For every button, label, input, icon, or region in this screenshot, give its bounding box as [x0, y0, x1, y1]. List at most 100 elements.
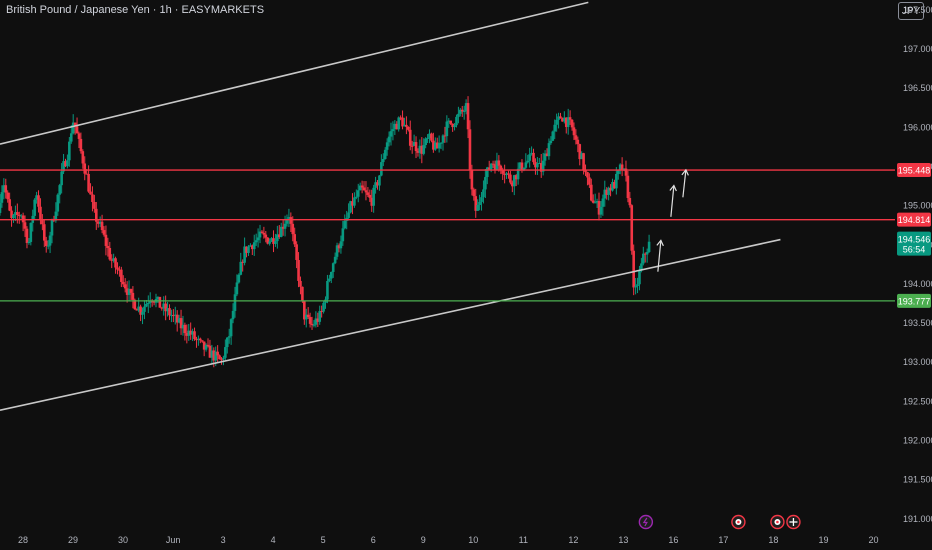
- candle-body: [385, 142, 389, 150]
- candle-body: [557, 116, 560, 120]
- price-tick-label: 197.000: [903, 44, 932, 54]
- candle-body: [447, 120, 451, 122]
- candle-body: [279, 226, 283, 238]
- level-price-text: 193.777: [898, 296, 931, 306]
- candle-body: [564, 117, 568, 127]
- candle-body: [441, 135, 445, 143]
- candle-body: [395, 123, 399, 130]
- candle-body: [116, 267, 119, 270]
- candle-body: [574, 135, 578, 140]
- candle-body: [79, 138, 83, 152]
- candle-body: [339, 241, 343, 249]
- candle-body: [245, 246, 248, 253]
- candle-body: [410, 145, 414, 147]
- flag-icon[interactable]: [786, 514, 801, 530]
- candle-body: [620, 164, 624, 170]
- candle-body: [368, 194, 372, 198]
- up-arrow-head: [669, 184, 677, 192]
- candle-body: [559, 116, 562, 119]
- candle-body: [408, 129, 412, 146]
- candle-body: [563, 117, 566, 122]
- candle-body: [160, 307, 164, 309]
- candle-body: [276, 234, 279, 242]
- candle-body: [499, 165, 503, 171]
- candle-body: [295, 244, 298, 260]
- candle-body: [628, 198, 632, 206]
- candle-body: [568, 117, 572, 120]
- candle-body: [239, 261, 243, 275]
- lightning-icon[interactable]: [638, 514, 654, 530]
- candle-body: [349, 201, 352, 213]
- candle-body: [54, 211, 58, 221]
- candle-body: [121, 281, 125, 285]
- candle-body: [35, 195, 38, 200]
- calendar-icon[interactable]: [731, 514, 746, 530]
- candle-body: [328, 278, 331, 282]
- time-tick-label: 13: [618, 535, 628, 545]
- level-price-text: 195.448: [898, 166, 931, 176]
- candle-body: [123, 284, 127, 289]
- candle-body: [58, 185, 62, 195]
- candle-body: [189, 330, 192, 335]
- current-price-badge: [897, 231, 931, 256]
- candle-body: [551, 131, 555, 141]
- candle-body: [87, 173, 90, 192]
- time-tick-label: Jun: [166, 535, 181, 545]
- candle-body: [75, 126, 79, 134]
- candle-body: [462, 110, 466, 112]
- up-arrow-shaft: [657, 240, 662, 272]
- candle-body: [227, 336, 231, 338]
- candle-body: [93, 202, 96, 209]
- candle-body: [112, 258, 115, 261]
- candle-body: [33, 199, 36, 216]
- channel-upper-line: [0, 1, 589, 145]
- candle-body: [100, 221, 104, 231]
- candle-body: [91, 194, 94, 203]
- candle-body: [597, 201, 601, 215]
- current-price-text: 194.546: [898, 235, 931, 245]
- candle-body: [252, 242, 256, 250]
- candle-body: [14, 212, 17, 216]
- candle-body: [391, 129, 395, 132]
- candle-body: [516, 168, 520, 180]
- candle-body: [258, 231, 262, 238]
- candle-body: [374, 182, 377, 188]
- time-tick-label: 4: [271, 535, 276, 545]
- candle-body: [401, 117, 404, 127]
- candle-body: [534, 162, 537, 168]
- candle-body: [247, 246, 250, 253]
- candle-body: [210, 350, 214, 358]
- level-price-text: 194.814: [898, 215, 931, 225]
- candle-body: [616, 170, 620, 174]
- candle-body: [25, 228, 29, 243]
- calendar-icon[interactable]: [770, 514, 785, 530]
- candle-body: [412, 142, 416, 146]
- candle-body: [249, 245, 252, 247]
- candle-body: [466, 103, 470, 130]
- candle-body: [95, 208, 98, 222]
- candle-body: [420, 145, 424, 154]
- currency-button[interactable]: JPY: [898, 2, 924, 20]
- candle-body: [433, 142, 437, 150]
- candle-body: [314, 318, 318, 325]
- candle-body: [414, 142, 418, 152]
- candle-body: [6, 192, 10, 200]
- time-tick-label: 5: [321, 535, 326, 545]
- candle-body: [343, 220, 347, 229]
- candle-body: [216, 351, 219, 356]
- up-arrow-head: [656, 239, 664, 247]
- candle-body: [83, 163, 87, 174]
- candle-body: [566, 117, 570, 127]
- candle-body: [204, 344, 208, 350]
- candle-body: [378, 175, 381, 186]
- candle-body: [310, 323, 314, 326]
- candle-body: [530, 152, 533, 155]
- candle-body: [522, 167, 526, 170]
- candle-body: [586, 172, 589, 178]
- candle-body: [262, 232, 266, 235]
- candle-body: [591, 200, 595, 203]
- time-axis[interactable]: 28 29 30 Jun 3 4 5 6 9 10 11 12 13 16 17 18 19 20: [18, 535, 878, 545]
- candle-body: [532, 152, 535, 163]
